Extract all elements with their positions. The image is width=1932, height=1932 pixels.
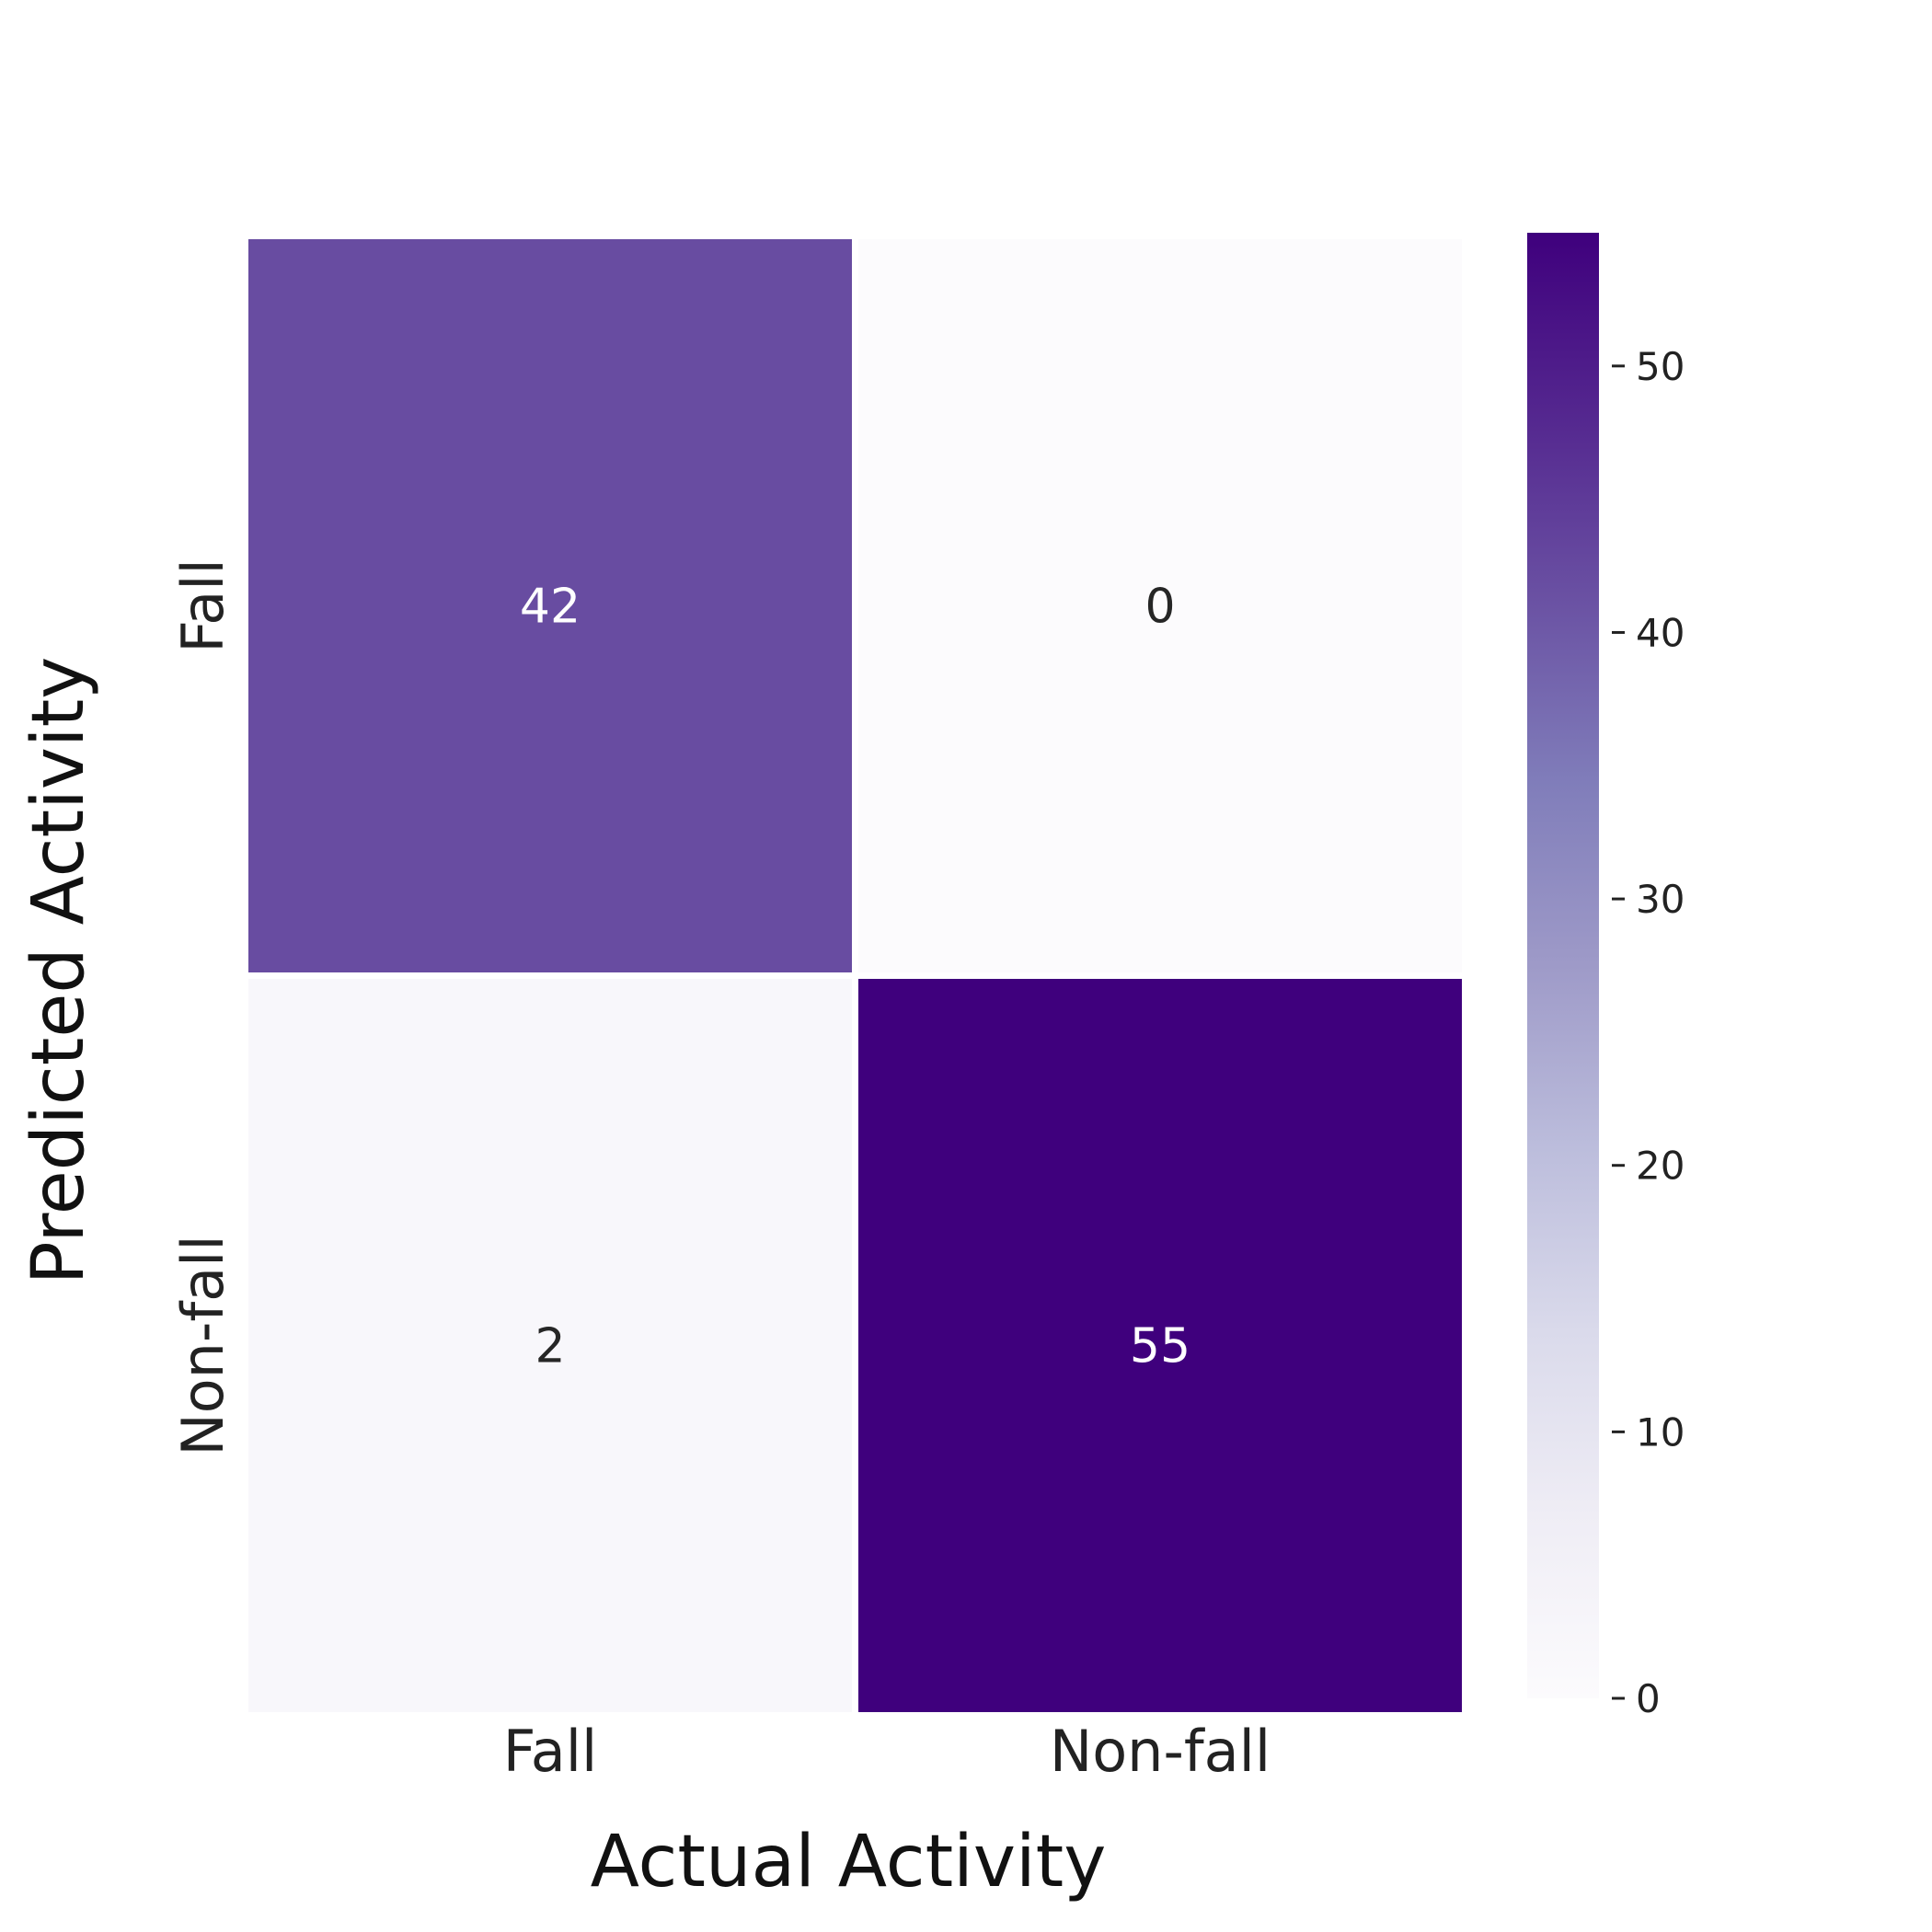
y-tick-labels: Fall Non-fall <box>169 558 236 1455</box>
heatmap-cells <box>248 239 1462 1712</box>
cell-value-label: 2 <box>535 1319 565 1374</box>
colorbar-tick-label: 40 <box>1636 610 1685 655</box>
colorbar-tick-label: 30 <box>1636 877 1685 922</box>
colorbar-tick-label: 50 <box>1636 344 1685 389</box>
x-tick-label: Fall <box>503 1718 597 1785</box>
y-axis-label: Predicted Activity <box>17 657 100 1285</box>
cell-value-label: 0 <box>1144 580 1175 635</box>
heatmap-cell <box>858 979 1462 1712</box>
cell-value-label: 55 <box>1130 1319 1190 1374</box>
y-tick-label: Non-fall <box>169 1235 236 1455</box>
colorbar-gradient <box>1527 233 1599 1698</box>
x-tick-labels: Fall Non-fall <box>503 1718 1271 1785</box>
colorbar: 0 10 20 30 40 50 <box>1527 233 1685 1721</box>
x-tick-label: Non-fall <box>1050 1718 1271 1785</box>
colorbar-tick-label: 0 <box>1636 1676 1661 1721</box>
x-axis-label: Actual Activity <box>591 1821 1107 1903</box>
heatmap-cell <box>248 239 852 972</box>
y-tick-label: Fall <box>169 558 236 652</box>
heatmap-cell <box>858 239 1462 972</box>
cell-value-label: 42 <box>520 580 581 635</box>
heatmap-cell-labels: 42 0 2 55 <box>520 580 1190 1374</box>
heatmap-cell <box>248 979 852 1712</box>
colorbar-ticks: 0 10 20 30 40 50 <box>1612 344 1685 1721</box>
colorbar-tick-label: 10 <box>1636 1409 1685 1455</box>
colorbar-tick-label: 20 <box>1636 1144 1685 1189</box>
